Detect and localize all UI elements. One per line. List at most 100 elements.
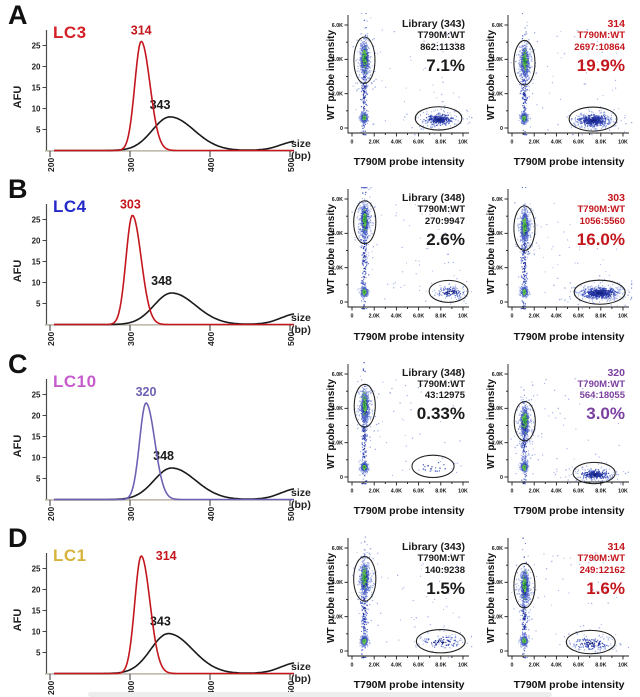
stats-ratio: 2697:10864 [574,41,625,53]
stats-title: Library (343) [401,18,465,30]
t790m-probe-axis-label: T790M probe intensity [353,679,465,691]
gate-stats: 314 T790M:WT 2697:10864 19.9% [574,18,625,75]
stats-title: Library (348) [401,366,465,379]
wt-probe-axis-label: WT probe intensity [486,30,497,120]
svg-text:20: 20 [32,411,41,420]
svg-text:5: 5 [36,126,41,135]
flow-plot-a-library: WT probe intensity Library (343) T790M:W… [320,0,480,174]
afu-axis-label: AFU [12,434,24,457]
panel-letter-a: A [8,0,28,30]
svg-text:348: 348 [151,274,172,288]
svg-text:15: 15 [32,84,41,93]
svg-text:500: 500 [286,332,296,346]
wt-probe-axis-label: WT probe intensity [486,378,497,469]
flow-plot-a-sorted: WT probe intensity 314 T790M:WT 2697:108… [480,0,640,174]
afu-axis-label: AFU [12,259,24,283]
stats-title: 303 [607,192,625,205]
flow-plot-c-library: WT probe intensity Library (348) T790M:W… [320,348,480,523]
svg-text:400: 400 [206,158,216,172]
stats-ratio: 564:18055 [579,390,625,402]
svg-text:400: 400 [206,680,216,694]
sample-label-lc3: LC3 [53,23,87,42]
svg-text:500: 500 [286,506,296,520]
svg-text:300: 300 [126,680,136,694]
gate-stats: Library (343) T790M:WT 862:11338 7.1% [402,18,465,75]
electropherogram-chart-a: 5 10 15 20 25 200 300 400 500 343 314 [32,23,296,172]
svg-text:303: 303 [120,198,141,212]
flow-scatter-canvas [320,522,480,697]
stats-title: 314 [607,540,625,553]
svg-text:320: 320 [136,384,157,398]
svg-text:500: 500 [286,680,296,694]
wt-probe-axis-label: WT probe intensity [326,378,337,469]
stats-ratio-label: T790M:WT [577,378,626,390]
size-bp-axis-label: size (bp) [291,486,311,511]
stats-ratio: 270:9947 [424,216,465,228]
svg-text:25: 25 [32,564,41,573]
svg-text:200: 200 [46,158,56,172]
gate-stats: 314 T790M:WT 249:12162 1.6% [578,541,626,598]
wt-probe-axis-label: WT probe intensity [486,552,497,643]
flow-plot-d-library: WT probe intensity Library (343) T790M:W… [320,522,480,697]
svg-text:25: 25 [32,42,41,51]
sample-label-lc4: LC4 [53,197,87,217]
svg-text:400: 400 [206,506,216,520]
svg-text:10: 10 [32,105,41,114]
svg-text:200: 200 [46,680,56,694]
sample-label-lc1: LC1 [53,545,87,565]
svg-text:15: 15 [32,432,41,441]
electropherogram-panel-d: D LC1 5 10 15 20 25 200 300 400 500 343 314 AFU si… [0,523,320,697]
stats-ratio: 1056:5560 [579,216,625,228]
flow-scatter-canvas [480,174,640,349]
electropherogram-panel-b: B LC4 5 10 15 20 25 200 300 400 500 348 303 AFU si… [0,174,320,348]
stats-ratio-label: T790M:WT [577,204,626,216]
stats-title: Library (348) [401,192,465,205]
panel-row-c: C LC10 5 10 15 20 25 200 300 400 500 348 320 AFU s… [0,348,640,523]
svg-text:500: 500 [286,158,296,172]
svg-text:200: 200 [46,506,56,520]
svg-text:10: 10 [32,453,41,462]
flow-scatter-canvas [480,522,640,697]
stats-title: Library (343) [401,540,465,553]
flow-plot-d-sorted: WT probe intensity 314 T790M:WT 249:1216… [480,522,640,697]
svg-text:10: 10 [32,279,41,288]
stats-percent: 3.0% [586,404,625,424]
stats-title: 320 [607,366,625,379]
svg-text:200: 200 [46,332,56,346]
flow-scatter-canvas [480,0,640,174]
electropherogram-chart-d: 5 10 15 20 25 200 300 400 500 343 314 [32,549,296,695]
gate-stats: Library (348) T790M:WT 270:9947 2.6% [402,192,465,249]
stats-percent: 16.0% [576,230,625,250]
stats-percent: 0.33% [416,404,465,424]
t790m-probe-axis-label: T790M probe intensity [353,504,465,517]
wt-probe-axis-label: WT probe intensity [326,204,337,295]
svg-text:300: 300 [126,332,136,346]
stats-percent: 19.9% [576,55,625,75]
panel-letter-c: C [8,348,28,379]
stats-ratio: 862:11338 [420,41,465,53]
flow-scatter-canvas [480,348,640,523]
size-bp-axis-label: size (bp) [291,312,311,337]
svg-text:300: 300 [126,506,136,520]
svg-text:10: 10 [32,627,41,636]
flow-scatter-canvas [320,0,480,174]
stats-title: 314 [607,18,625,30]
flow-plot-b-library: WT probe intensity Library (348) T790M:W… [320,174,480,349]
bottom-edge-artifact [88,692,552,697]
stats-percent: 2.6% [426,230,465,250]
electropherogram-panel-a: A LC3 5 10 15 20 25 200 300 400 500 343 314 AFU si… [0,0,320,174]
stats-ratio-label: T790M:WT [417,30,466,42]
panel-row-d: D LC1 5 10 15 20 25 200 300 400 500 343 314 AFU si… [0,522,640,697]
flow-scatter-canvas [320,174,480,349]
svg-text:5: 5 [36,474,41,483]
panel-row-b: B LC4 5 10 15 20 25 200 300 400 500 348 303 AFU si… [0,174,640,349]
sample-label-lc10: LC10 [53,371,97,391]
stats-ratio: 140:9238 [424,564,465,576]
svg-text:5: 5 [36,300,41,309]
stats-percent: 1.6% [586,578,625,598]
panel-letter-b: B [8,174,28,205]
electropherogram-chart-b: 5 10 15 20 25 200 300 400 500 348 303 [32,198,296,347]
wt-probe-axis-label: WT probe intensity [326,552,337,643]
svg-text:25: 25 [32,390,41,399]
